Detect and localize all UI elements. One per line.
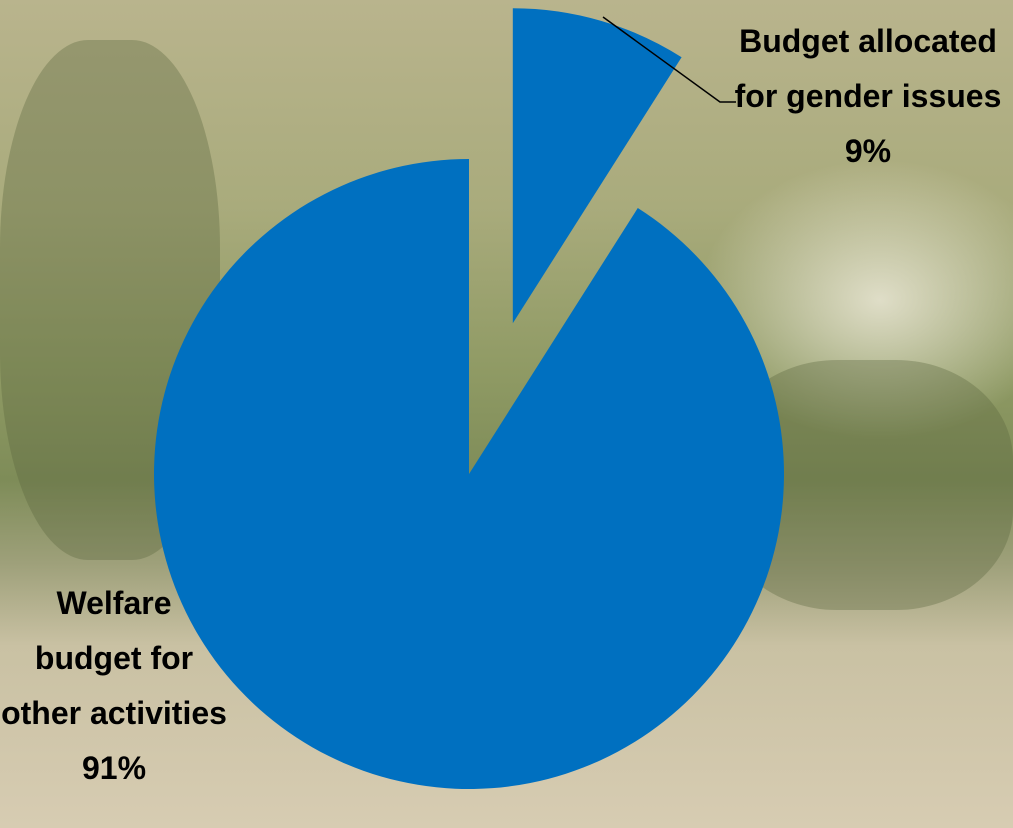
- category-label: Welfare budget for other activities: [1, 585, 227, 731]
- pie-slice: [512, 8, 682, 324]
- slice-label: Budget allocated for gender issues 9%: [723, 14, 1013, 179]
- slice-label: Welfare budget for other activities 91%: [0, 576, 228, 796]
- value-label: 9%: [844, 133, 892, 169]
- value-label: 91%: [81, 750, 147, 786]
- leader-line: [602, 16, 736, 103]
- category-label: Budget allocated for gender issues: [734, 23, 1002, 114]
- pie-slice: [154, 159, 785, 789]
